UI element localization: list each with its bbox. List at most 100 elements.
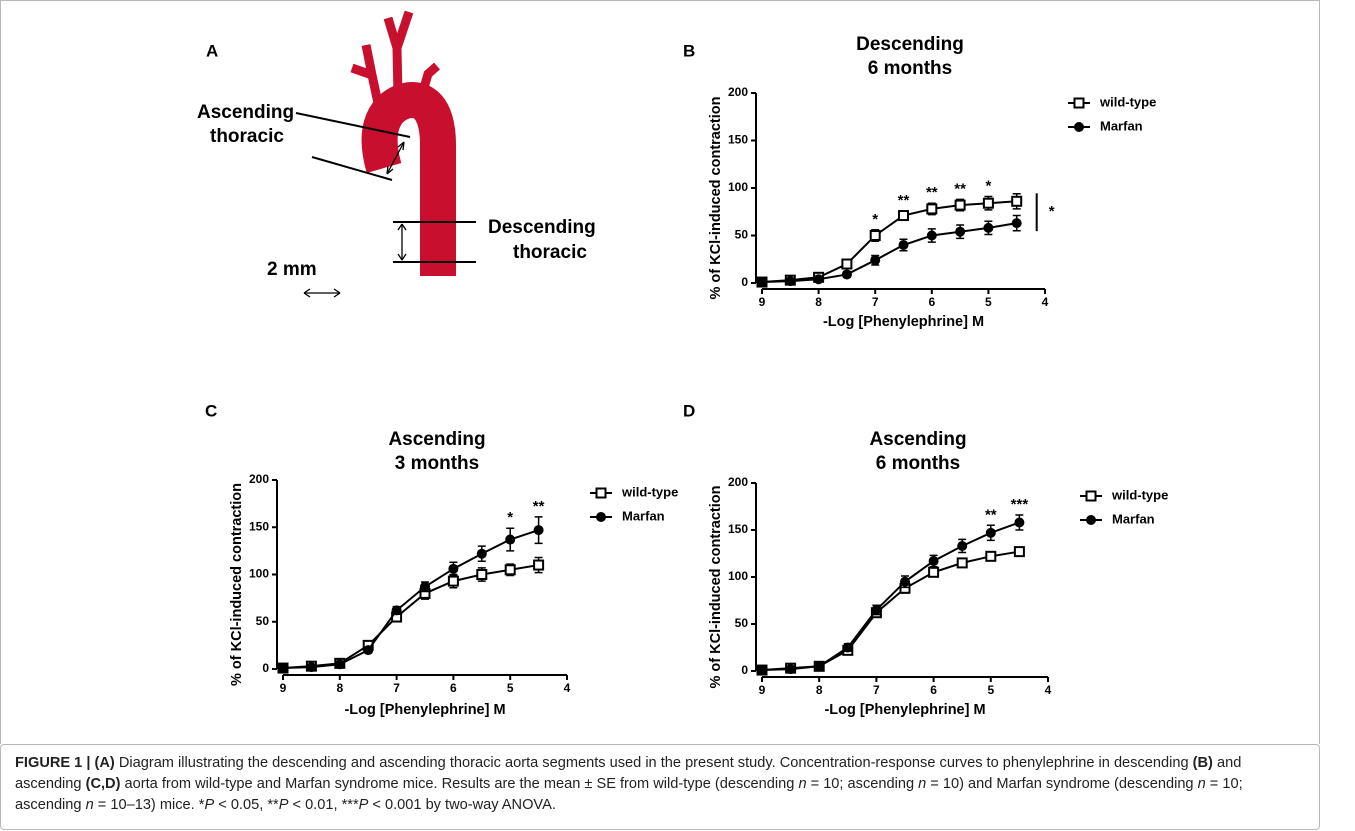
marker <box>1014 517 1024 527</box>
x-tick-label: 6 <box>930 683 937 697</box>
significance: ** <box>926 184 938 201</box>
y-tick-label: 100 <box>249 567 269 581</box>
marker <box>929 568 938 577</box>
marker <box>957 541 967 551</box>
marker <box>1012 218 1022 228</box>
series-line <box>762 201 1017 282</box>
panel-label: B <box>683 41 695 60</box>
marker <box>986 552 995 561</box>
significance: ** <box>898 192 910 209</box>
x-tick-label: 7 <box>873 683 880 697</box>
significance: *** <box>1011 496 1029 513</box>
marker <box>871 231 880 240</box>
legend-label: Marfan <box>1112 511 1155 526</box>
significance: ** <box>533 498 545 515</box>
marker <box>757 277 767 287</box>
chart: DAscending6 months050100150200987654-Log… <box>683 401 1168 717</box>
marker <box>306 662 316 672</box>
caption-text: = 10–13) mice. * <box>94 797 205 813</box>
y-tick-label: 0 <box>741 275 748 289</box>
y-tick-label: 150 <box>728 133 748 147</box>
legend-label: Marfan <box>622 508 665 523</box>
marker <box>900 577 910 587</box>
marker <box>983 223 993 233</box>
significance: ** <box>954 180 966 197</box>
y-tick-label: 0 <box>262 661 269 675</box>
marker <box>449 577 458 586</box>
x-tick-label: 4 <box>1042 295 1049 309</box>
y-tick-label: 200 <box>728 85 748 99</box>
x-axis-label: -Log [Phenylephrine] M <box>344 702 505 718</box>
y-axis-label: % of KCl-induced contraction <box>708 97 724 300</box>
chart-title: 3 months <box>395 453 479 474</box>
x-tick-label: 7 <box>872 295 879 309</box>
caption-text: n <box>86 797 94 813</box>
x-tick-label: 5 <box>985 295 992 309</box>
marker <box>842 260 851 269</box>
x-tick-label: 9 <box>759 295 766 309</box>
significance: * <box>507 509 513 526</box>
marker <box>843 643 853 653</box>
marker <box>597 489 606 498</box>
x-tick-label: 8 <box>816 683 823 697</box>
label: Ascending <box>197 102 294 123</box>
y-axis-label: % of KCl-induced contraction <box>229 483 245 686</box>
caption-text: = 10; ascending <box>807 776 919 792</box>
chart-title: 6 months <box>868 58 952 79</box>
marker <box>871 605 881 615</box>
y-tick-label: 100 <box>728 569 748 583</box>
panel-label: A <box>206 41 218 60</box>
label: Descending <box>488 217 596 238</box>
y-tick-label: 150 <box>249 519 269 533</box>
marker <box>986 528 996 538</box>
caption-text: < 0.001 by two-way ANOVA. <box>368 797 556 813</box>
marker <box>335 659 345 669</box>
marker <box>929 556 939 566</box>
marker <box>363 645 373 655</box>
aorta-diagram: A Ascending thoracic Descending thoracic… <box>197 12 596 297</box>
marker <box>506 565 515 574</box>
y-tick-label: 50 <box>256 614 270 628</box>
y-tick-label: 50 <box>735 228 749 242</box>
marker <box>392 605 402 615</box>
significance: * <box>872 211 878 228</box>
significance: ** <box>985 506 997 523</box>
marker <box>899 240 909 250</box>
marker <box>927 204 936 213</box>
marker <box>757 665 767 675</box>
chart-title: Ascending <box>869 429 966 450</box>
marker <box>786 664 796 674</box>
caption-text: n <box>1198 776 1206 792</box>
label: thoracic <box>513 242 587 263</box>
x-tick-label: 9 <box>759 683 766 697</box>
legend-label: Marfan <box>1100 118 1143 133</box>
series-line <box>762 223 1017 282</box>
marker <box>814 661 824 671</box>
caption-text: n <box>798 776 806 792</box>
caption-text: P <box>204 797 214 813</box>
series-line <box>283 530 539 668</box>
x-tick-label: 8 <box>815 295 822 309</box>
marker <box>1074 122 1084 132</box>
y-tick-label: 50 <box>735 616 749 630</box>
legend-label: wild-type <box>1099 94 1156 109</box>
significance: * <box>1049 203 1055 220</box>
marker <box>477 549 487 559</box>
y-axis-label: % of KCl-induced contraction <box>708 486 724 689</box>
marker <box>477 570 486 579</box>
marker <box>1015 547 1024 556</box>
marker <box>870 255 880 265</box>
figure: A Ascending thoracic Descending thoracic… <box>0 0 1355 831</box>
series-line <box>283 565 539 668</box>
caption-text: P <box>359 797 369 813</box>
y-tick-label: 200 <box>728 475 748 489</box>
marker <box>984 199 993 208</box>
marker <box>814 274 824 284</box>
caption-text: Diagram illustrating the descending and … <box>115 755 1193 771</box>
marker <box>534 561 543 570</box>
legend-label: wild-type <box>621 484 678 499</box>
panel-label: D <box>683 401 695 420</box>
series-line <box>762 552 1019 670</box>
